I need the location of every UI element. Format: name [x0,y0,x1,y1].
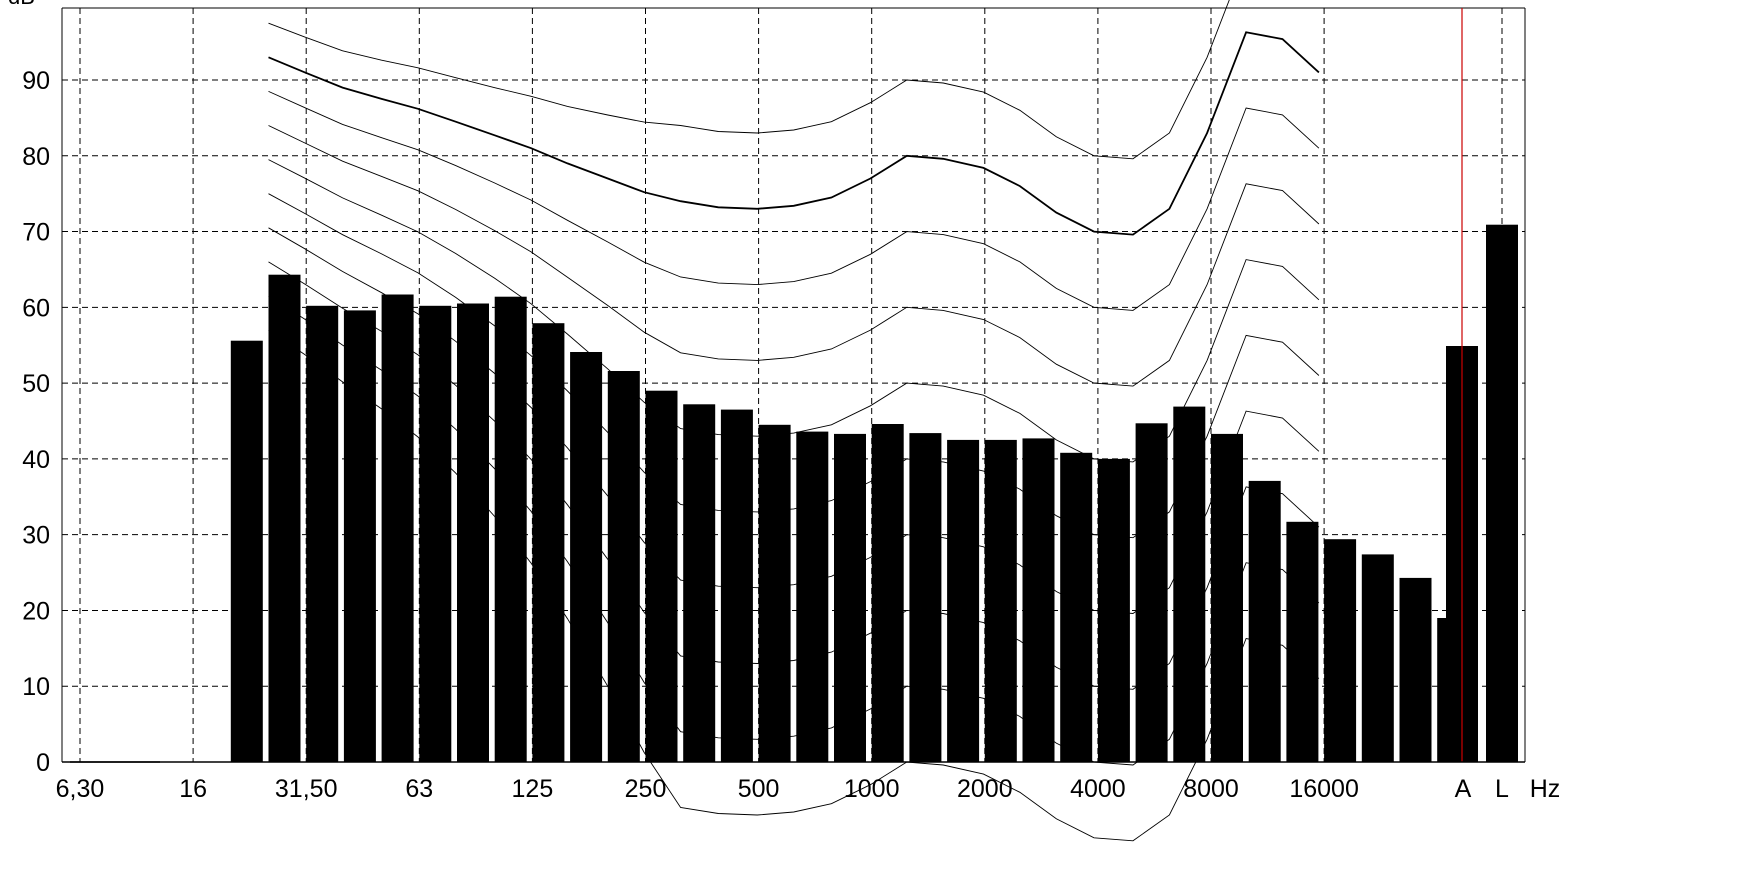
bar-5000 [1211,433,1243,762]
x-axis-ticks: 6,30 16 31,50 63 125 250 500 1000 2000 4000 8000 16… [56,775,1509,803]
x-tick-label: 500 [738,775,780,803]
bar-40 [419,305,452,762]
contour-line [268,125,1320,387]
bar-80 [532,323,565,762]
bar-125 [607,371,640,762]
x-tick-label: 16 [179,775,207,803]
bar-100 [570,352,603,762]
x-tick-label: L [1495,775,1509,803]
bar-315 [758,424,791,762]
y-tick-label: 80 [22,143,50,171]
bar-8000 [1286,521,1319,762]
bar-12500 [1361,554,1394,762]
x-tick-label: A [1455,775,1472,803]
bar-12,5 [230,340,263,762]
y-axis-ticks: 0 10 20 30 40 50 60 70 80 90 [22,67,50,777]
bar-1250 [984,439,1017,762]
bar-31,5 [381,294,414,762]
y-tick-label: 50 [22,370,50,398]
contour-line [268,31,1320,236]
x-tick-label: 4000 [1070,775,1126,803]
bar-630 [871,424,904,762]
bar-25 [343,310,376,762]
bar-4000 [1173,406,1206,762]
bar-800 [909,433,942,762]
bar-1000 [947,439,980,762]
bar-16 [268,274,301,762]
y-tick-label: 0 [36,749,50,777]
x-tick-label: 16000 [1289,775,1359,803]
y-tick-label: 20 [22,597,50,625]
x-tick-label: 250 [625,775,667,803]
grid-lines [61,7,1526,762]
x-tick-label: 125 [512,775,554,803]
x-axis-unit-label: Hz [1530,775,1561,803]
bar-200 [683,404,716,762]
x-tick-label: 8000 [1183,775,1239,803]
y-axis-label: dB [8,0,35,9]
y-tick-label: 10 [22,673,50,701]
y-tick-label: 90 [22,67,50,95]
bar-2000 [1060,452,1093,762]
overall-bar-L [1486,224,1518,762]
y-tick-label: 40 [22,446,50,474]
bar-6300 [1248,480,1281,762]
bar-2500 [1097,458,1130,762]
x-tick-label: 1000 [844,775,900,803]
y-tick-label: 30 [22,522,50,550]
contour-line [268,90,1320,311]
bar-20 [306,305,339,762]
overall-level-bars [1446,224,1518,762]
band-bars [230,274,1470,762]
x-tick-label: 2000 [957,775,1013,803]
x-tick-label: 31,50 [275,775,338,803]
bar-250 [720,409,753,762]
bar-500 [834,433,866,762]
bar-160 [645,390,678,762]
contour-line [268,0,1230,160]
y-tick-label: 60 [22,294,50,322]
y-tick-label: 70 [22,219,50,247]
bar-10000 [1324,539,1357,762]
x-tick-label: 6,30 [56,775,105,803]
bar-63 [494,296,527,762]
x-tick-label: 63 [405,775,433,803]
bar-3150 [1135,423,1168,762]
bar-1600 [1022,438,1055,762]
bar-16000 [1399,577,1432,762]
bar-50 [457,303,489,762]
bar-400 [796,431,829,762]
